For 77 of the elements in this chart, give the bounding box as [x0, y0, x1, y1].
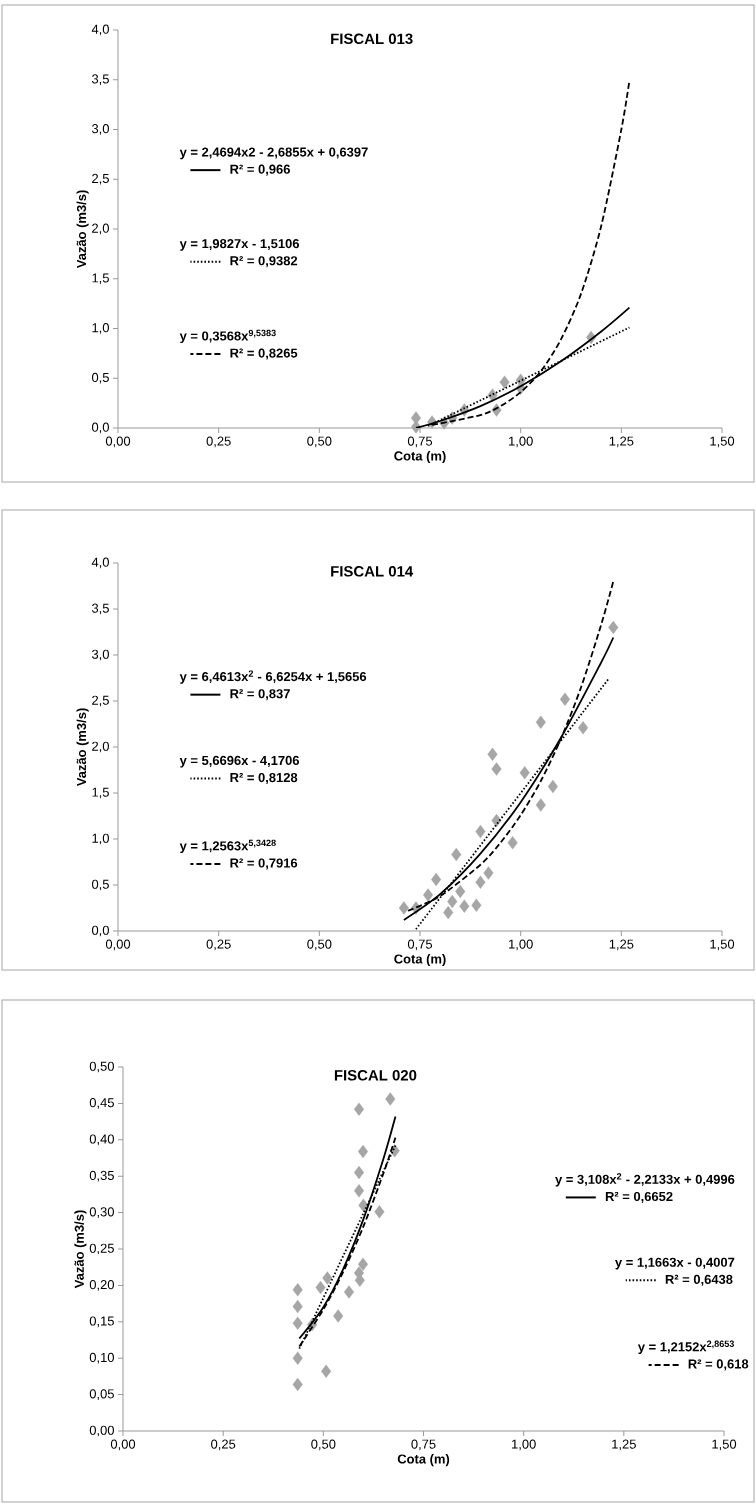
x-tick-label: 1,00 [509, 436, 533, 448]
x-tick-label: 1,50 [712, 1439, 737, 1451]
x-tick-label: 1,25 [612, 1439, 636, 1451]
y-tick-label: 0,35 [89, 1170, 114, 1182]
y-tick-label: 2,0 [92, 741, 109, 753]
legend-label: R² = 0,618 [688, 1359, 749, 1371]
x-tick-label: 0,25 [211, 1439, 236, 1451]
x-tick-label: 0,50 [311, 1439, 336, 1451]
chart-title: FISCAL 014 [331, 566, 414, 577]
x-tick-label: 0,25 [206, 436, 231, 448]
y-tick-label: 0,20 [89, 1280, 114, 1291]
annotation: y = 6,4613x$^{2}$ - 6,6254x + 1,5656 [179, 670, 367, 684]
y-axis-title: Vazão (m3/s) [76, 708, 89, 787]
y-tick-label: 2,5 [92, 173, 109, 185]
legend-label: R² = 0,6438 [665, 1274, 733, 1286]
y-tick-label: 0,10 [89, 1352, 114, 1364]
y-tick-label: 0,05 [89, 1389, 114, 1400]
y-tick-label: 0,5 [91, 372, 109, 384]
x-tick-label: 1,25 [609, 939, 634, 951]
y-tick-label: 0,50 [89, 1061, 114, 1073]
y-tick-label: 0,45 [89, 1098, 114, 1109]
x-tick-label: 1,50 [710, 939, 735, 951]
y-tick-label: 0,30 [89, 1207, 114, 1218]
x-tick-label: 0,50 [307, 436, 332, 448]
y-tick-label: 0,40 [89, 1134, 114, 1146]
y-tick-label: 2,5 [92, 695, 109, 707]
y-tick-label: 3,5 [91, 74, 109, 86]
chart-title: FISCAL 020 [334, 1069, 417, 1081]
legend-label: R² = 0,837 [230, 689, 290, 701]
y-tick-label: 1,0 [92, 323, 109, 334]
legend-label: R² = 0,8128 [230, 772, 298, 785]
y-tick-label: 4,0 [91, 557, 109, 569]
x-tick-label: 1,00 [512, 1439, 536, 1451]
x-tick-label: 0,00 [105, 436, 131, 448]
annotation: y = 1,2563x$^{5,3428}$ [179, 839, 276, 854]
y-tick-label: 1,0 [92, 833, 109, 845]
x-tick-label: 0,00 [105, 939, 131, 951]
y-tick-label: 3,0 [91, 124, 109, 135]
legend-label: R² = 0,966 [230, 164, 290, 176]
y-tick-label: 0,0 [91, 422, 109, 434]
x-tick-label: 0,25 [206, 939, 231, 951]
legend-label: R² = 0,9382 [230, 256, 298, 268]
y-tick-label: 1,5 [92, 273, 109, 284]
annotation: y = 0,3568x$^{9,5383}$ [179, 329, 276, 344]
x-axis-title: Cota (m) [394, 451, 446, 464]
x-tick-label: 0,75 [407, 436, 433, 448]
legend-label: R² = 0,7916 [230, 858, 298, 870]
x-tick-label: 1,25 [609, 436, 634, 448]
legend-label: R² = 0,8265 [230, 348, 298, 360]
y-tick-label: 0,5 [91, 879, 109, 891]
annotation: y = 5,6696x - 4,1706 [179, 755, 300, 768]
x-tick-label: 0,00 [110, 1439, 136, 1451]
x-axis-title: Cota (m) [397, 1454, 450, 1467]
x-tick-label: 1,00 [509, 939, 533, 951]
x-tick-label: 0,50 [307, 939, 332, 951]
x-axis-title: Cota (m) [394, 954, 446, 967]
annotation: y = 3,108x$^{2}$ - 2,2133x + 0,4996 [555, 1173, 735, 1187]
chart-title: FISCAL 013 [331, 33, 413, 45]
y-tick-label: 3,5 [91, 603, 109, 615]
y-tick-label: 4,0 [91, 24, 109, 36]
annotation: y = 1,1663x - 0,4007 [615, 1257, 735, 1270]
y-tick-label: 3,0 [91, 649, 109, 661]
y-tick-label: 1,5 [92, 787, 109, 799]
y-tick-label: 0,0 [91, 925, 109, 937]
annotation: y = 2,4694x2 - 2,6855x + 0,6397 [179, 147, 368, 160]
x-tick-label: 0,75 [407, 939, 433, 951]
y-axis-title: Vazão (m3/s) [76, 190, 89, 269]
x-tick-label: 1,50 [710, 436, 735, 448]
y-tick-label: 2,0 [92, 223, 109, 235]
y-tick-label: 0,15 [89, 1316, 114, 1328]
legend-label: R² = 0,6652 [605, 1191, 673, 1203]
x-tick-label: 0,75 [411, 1439, 436, 1451]
annotation: y = 1,2152x$^{2,8653}$ [637, 1340, 735, 1354]
y-tick-label: 0,25 [89, 1243, 114, 1255]
y-tick-label: 0,00 [89, 1425, 114, 1437]
y-axis-title: Vazão (m3/s) [74, 1210, 87, 1289]
annotation: y = 1,9827x - 1,5106 [179, 239, 300, 251]
